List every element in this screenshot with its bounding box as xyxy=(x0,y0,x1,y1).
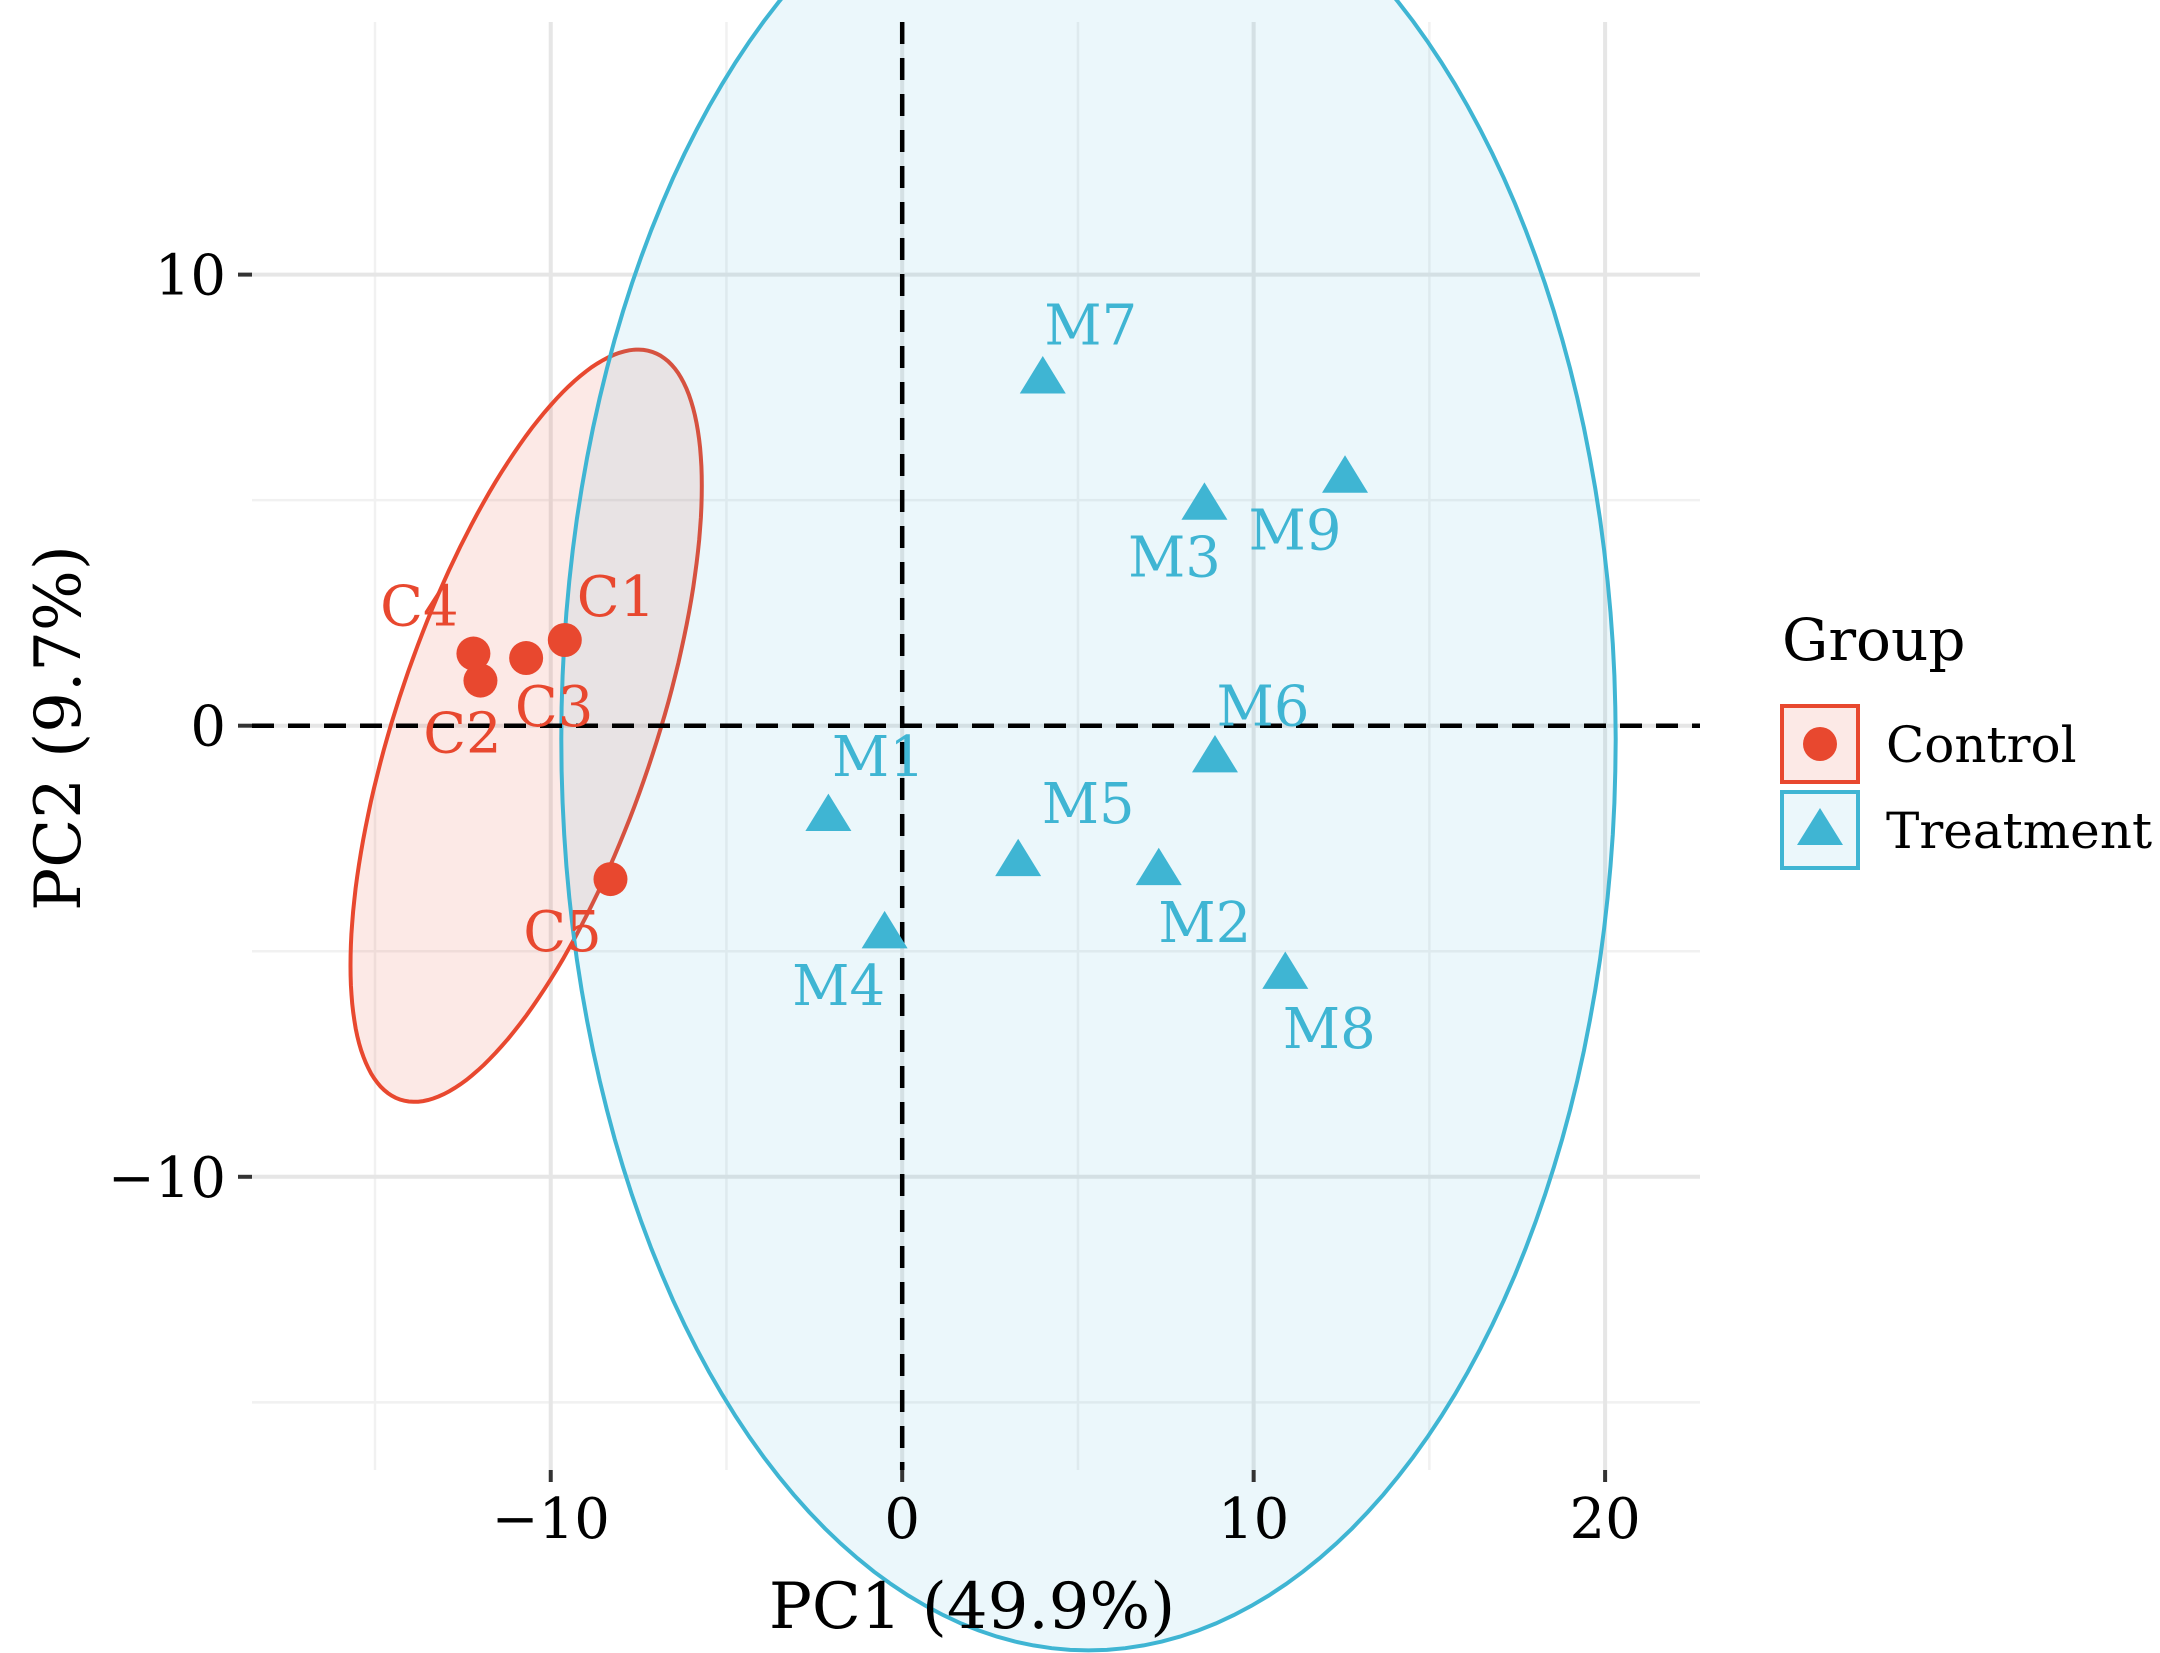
point-label-m2: M2 xyxy=(1158,891,1251,956)
point-m7 xyxy=(1019,356,1066,394)
point-label-c5: C5 xyxy=(523,900,601,965)
reference-lines xyxy=(252,22,1700,1470)
point-label-c1: C1 xyxy=(577,565,655,630)
point-label-m1: M1 xyxy=(832,725,925,790)
point-label-m5: M5 xyxy=(1042,772,1135,837)
y-axis-title: PC2 (9.7%) xyxy=(22,545,96,911)
point-label-m9: M9 xyxy=(1249,499,1342,564)
ellipse-treatment xyxy=(559,0,1618,1653)
point-m8 xyxy=(1262,951,1309,989)
point-c3 xyxy=(509,641,544,676)
y-tick-label: 10 xyxy=(155,244,226,309)
point-label-m3: M3 xyxy=(1128,526,1221,591)
legend-symbol-treatment xyxy=(1797,808,1843,845)
ellipse-control xyxy=(348,347,704,1104)
legend-label-treatment: Treatment xyxy=(1886,802,2152,860)
point-label-c4: C4 xyxy=(380,575,458,640)
point-c1 xyxy=(547,622,582,657)
point-label-m4: M4 xyxy=(792,954,885,1019)
point-c5 xyxy=(593,862,628,897)
x-axis-title: PC1 (49.9%) xyxy=(769,1570,1175,1644)
point-label-m6: M6 xyxy=(1217,674,1310,739)
point-m5 xyxy=(995,838,1042,877)
point-labels: C1 C2 C3 C4 C5 M1 M2 M3 M4 M5 M6 M7 M8 M9 xyxy=(380,293,1376,1061)
y-tick-label: 0 xyxy=(190,695,226,760)
x-tick-label: −10 xyxy=(492,1487,610,1552)
x-tick-label: 0 xyxy=(884,1487,920,1552)
point-label-m8: M8 xyxy=(1283,997,1376,1062)
point-m9 xyxy=(1322,455,1369,493)
legend-title: Group xyxy=(1782,606,1965,674)
point-c4 xyxy=(456,636,491,671)
legend: Group Control Treatment xyxy=(1780,606,2152,870)
y-tick-label: −10 xyxy=(108,1146,226,1211)
legend-symbol-control xyxy=(1803,727,1837,761)
point-label-c3: C3 xyxy=(515,675,593,740)
data-points xyxy=(456,356,1369,989)
x-tick-label: 10 xyxy=(1218,1487,1289,1552)
point-label-c2: C2 xyxy=(423,702,501,767)
point-m2 xyxy=(1135,847,1182,886)
point-label-m7: M7 xyxy=(1044,293,1137,358)
x-tick-label: 20 xyxy=(1569,1487,1640,1552)
point-m4 xyxy=(861,910,908,949)
legend-label-control: Control xyxy=(1886,716,2077,774)
axes: −10 0 10 20 −10 0 10 xyxy=(108,244,1641,1552)
point-m1 xyxy=(805,793,852,832)
point-m3 xyxy=(1181,482,1228,520)
confidence-ellipses xyxy=(348,0,1618,1653)
point-c2 xyxy=(463,663,498,698)
point-m6 xyxy=(1191,734,1238,773)
